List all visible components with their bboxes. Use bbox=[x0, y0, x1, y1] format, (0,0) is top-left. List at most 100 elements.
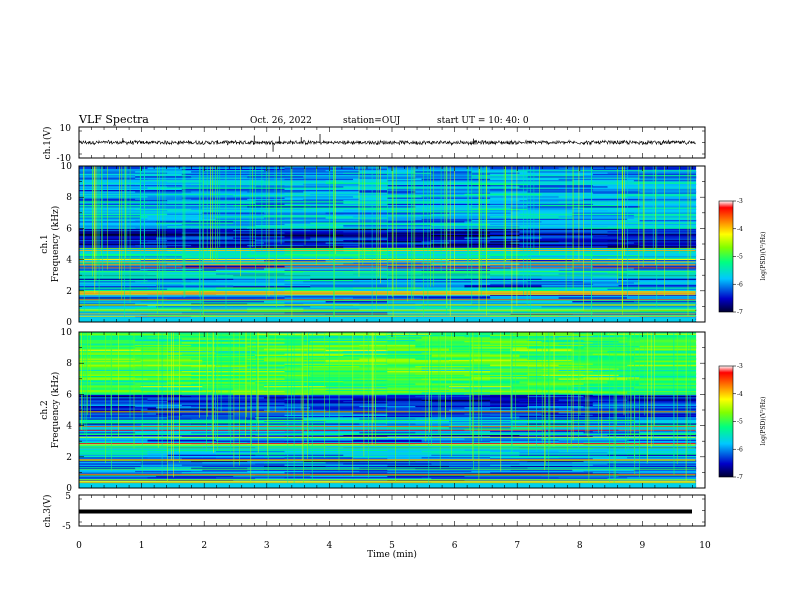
spectrogram-cell bbox=[167, 230, 256, 233]
spectrogram-cell bbox=[135, 470, 192, 473]
spectrogram-cell bbox=[359, 441, 416, 444]
spectrogram-cell bbox=[247, 310, 304, 313]
spectrogram-cell bbox=[343, 478, 432, 480]
spectrogram-cell bbox=[607, 463, 697, 465]
spectrogram-cell bbox=[415, 310, 472, 313]
spectrogram-cell bbox=[140, 419, 203, 421]
spectrogram-cell bbox=[558, 378, 628, 380]
spectrogram-cell bbox=[156, 413, 234, 415]
spectrogram-cell bbox=[202, 424, 265, 426]
spectrogram-cell bbox=[79, 404, 183, 406]
spectrogram-cell bbox=[633, 409, 697, 411]
spectrogram-cell bbox=[140, 420, 203, 423]
spectrogram-cell bbox=[558, 287, 628, 289]
spectrogram-cell bbox=[191, 171, 248, 173]
spectrogram-cell bbox=[284, 366, 354, 369]
spectrogram-cell bbox=[79, 169, 142, 172]
spectrogram-cell bbox=[607, 415, 697, 418]
spectrogram-cell bbox=[79, 168, 183, 171]
spectrogram-cell bbox=[79, 178, 148, 181]
spectrogram-cell bbox=[79, 471, 183, 474]
spectrogram-cell bbox=[147, 398, 217, 400]
spectrogram-cell bbox=[633, 179, 697, 182]
y-tick-label: 10 bbox=[61, 162, 73, 172]
y-tick-label: 6 bbox=[66, 390, 72, 400]
spectrogram-cell bbox=[135, 205, 192, 208]
spectrogram-cell bbox=[627, 337, 697, 339]
spectrogram-cell bbox=[255, 186, 344, 188]
spectrogram-cell bbox=[147, 399, 217, 401]
spectrogram-cell bbox=[255, 400, 344, 403]
spectrogram-cell bbox=[325, 214, 388, 217]
spectrogram-cell bbox=[527, 303, 584, 305]
spectrogram-cell bbox=[490, 464, 594, 466]
spectrogram-cell bbox=[264, 214, 327, 217]
spectrogram-cell bbox=[216, 273, 285, 275]
spectrogram-cell bbox=[343, 380, 432, 383]
spectrogram-cell bbox=[135, 208, 192, 210]
spectrogram-cell bbox=[592, 255, 697, 258]
spectrogram-cell bbox=[415, 208, 472, 210]
spectrogram-cell bbox=[415, 198, 472, 200]
spectrogram-cell bbox=[592, 471, 697, 474]
spectrogram-cell bbox=[421, 297, 491, 299]
spectrogram-cell bbox=[191, 344, 248, 347]
spectrogram-cell bbox=[431, 209, 520, 212]
spectrogram-cell bbox=[135, 177, 192, 179]
spectrogram-cell bbox=[216, 200, 285, 203]
spectrogram-cell bbox=[627, 476, 697, 479]
spectrogram-line bbox=[79, 459, 696, 461]
spectrogram-cell bbox=[639, 339, 697, 342]
spectrogram-cell bbox=[353, 337, 422, 339]
spectrogram-cell bbox=[490, 277, 594, 279]
spectrogram-cell bbox=[592, 375, 697, 378]
spectrogram-cell bbox=[558, 391, 628, 394]
spectrogram-cell bbox=[303, 373, 360, 375]
spectrogram-cell bbox=[639, 303, 697, 305]
spectrogram-cell bbox=[607, 478, 697, 480]
spectrogram-cell bbox=[519, 202, 608, 204]
spectrogram-cell bbox=[572, 359, 635, 362]
spectrogram-cell bbox=[216, 269, 285, 272]
spectrogram-cell bbox=[387, 212, 450, 214]
spectrogram-cell bbox=[431, 354, 520, 357]
spectrogram-cell bbox=[79, 431, 136, 434]
spectrogram-cell bbox=[527, 183, 584, 186]
spectrogram-cell bbox=[607, 243, 697, 245]
spectrogram-cell bbox=[79, 332, 142, 334]
spectrogram-cell bbox=[359, 345, 416, 348]
spectrogram-cell bbox=[79, 391, 148, 394]
spectrogram-cell bbox=[633, 182, 697, 184]
spectrogram-cell bbox=[135, 307, 192, 309]
spectrogram-cell bbox=[79, 255, 183, 258]
spectrogram-cell bbox=[618, 374, 697, 376]
spectrogram-cell bbox=[519, 172, 608, 174]
spectrogram-cell bbox=[79, 303, 136, 305]
spectrogram-cell bbox=[303, 383, 360, 385]
spectrogram-cell bbox=[202, 348, 265, 350]
spectrogram-cell bbox=[79, 390, 183, 393]
spectrogram-cell bbox=[325, 359, 388, 362]
spectrogram-cell bbox=[79, 440, 148, 443]
spectrogram-cell bbox=[421, 314, 491, 317]
spectrogram-cell bbox=[284, 337, 354, 339]
spectrogram-cell bbox=[216, 215, 285, 218]
spectrogram-cell bbox=[216, 297, 285, 299]
spectrogram-cell bbox=[421, 343, 491, 345]
spectrogram-cell bbox=[233, 473, 311, 475]
spectrogram-cell bbox=[387, 332, 450, 334]
ch1-waveform-trace bbox=[78, 133, 696, 152]
spectrogram-cell bbox=[471, 310, 528, 313]
spectrogram-line bbox=[79, 460, 696, 462]
spectrogram-cell bbox=[79, 385, 142, 388]
spectrogram-cell bbox=[490, 408, 560, 410]
spectrogram-cell bbox=[264, 282, 327, 284]
spectrogram-cell bbox=[303, 174, 360, 177]
spectrogram-cell bbox=[79, 470, 136, 473]
spectrogram-cell bbox=[583, 431, 641, 434]
spectrogram-cell bbox=[592, 404, 697, 406]
spectrogram-cell bbox=[181, 235, 286, 238]
spectrogram-cell bbox=[79, 364, 148, 366]
